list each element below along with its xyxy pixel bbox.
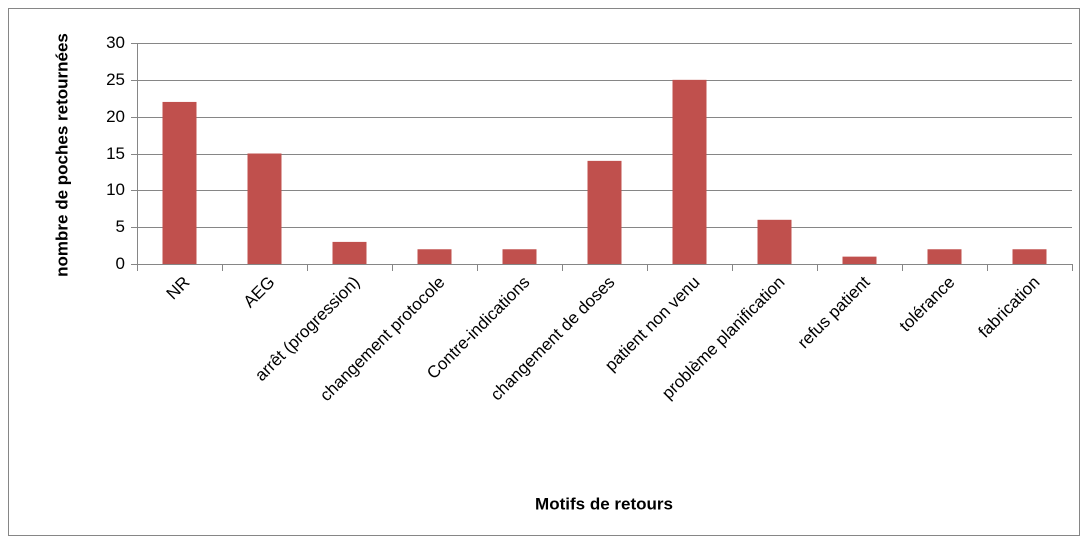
y-tick-label: 10	[106, 180, 125, 199]
bar	[1012, 249, 1047, 264]
y-tick-label: 30	[106, 33, 125, 52]
y-tick-label: 0	[116, 254, 125, 273]
bar	[162, 101, 197, 264]
y-axis-title: nombre de poches retournées	[52, 33, 71, 277]
x-axis-title: Motifs de retours	[535, 494, 673, 513]
bar	[502, 249, 537, 264]
chart-border	[8, 8, 1080, 536]
bar	[757, 219, 792, 264]
y-tick-label: 5	[116, 217, 125, 236]
bar	[247, 153, 282, 264]
bar	[332, 241, 367, 264]
y-tick-label: 20	[106, 107, 125, 126]
bar	[842, 256, 877, 264]
y-tick-label: 25	[106, 70, 125, 89]
y-tick-label: 15	[106, 144, 125, 163]
bar	[672, 79, 707, 264]
bar	[927, 249, 962, 264]
bar	[417, 249, 452, 264]
bar	[587, 160, 622, 264]
